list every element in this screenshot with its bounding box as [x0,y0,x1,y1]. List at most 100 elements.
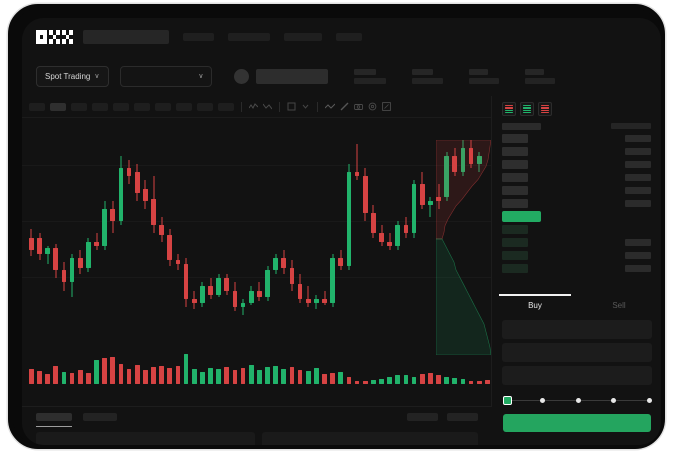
candle [77,118,83,333]
orderbook-ask-row[interactable] [493,199,661,208]
timeframe-button-0[interactable] [29,102,45,111]
camera-icon[interactable] [354,102,363,111]
orderbook-ask-row[interactable] [493,160,661,169]
tab-buy[interactable]: Buy [493,294,577,316]
orders-region [22,406,492,445]
toolbar-divider [317,101,318,112]
timeframe-button-5[interactable] [134,102,150,111]
orders-action-1[interactable] [407,413,438,421]
timeframe-button-8[interactable] [197,102,213,111]
candle [45,118,50,333]
dropdown-icon[interactable] [301,102,310,111]
nav-item-earn[interactable] [284,33,322,41]
candle [183,118,189,333]
timeframe-button-1[interactable] [50,102,66,111]
settings-icon[interactable] [368,102,377,111]
ob-size [625,200,651,207]
slider-step-100[interactable] [646,397,652,403]
ruler-icon[interactable] [340,102,349,111]
volume-bar [436,375,441,384]
search-input[interactable] [83,30,169,44]
volume-bar [403,375,409,384]
timeframe-button-7[interactable] [176,102,192,111]
orders-action-2[interactable] [447,413,478,421]
tab-open-orders[interactable] [36,413,72,427]
volume-bar [428,373,433,384]
slider-handle[interactable] [503,396,512,405]
candle [289,118,295,333]
spot-trading-button[interactable]: Spot Trading ∨ [36,65,109,87]
stat-label [411,68,433,75]
volume-bar [468,380,474,384]
orderbook-ask-row[interactable] [493,147,661,156]
nav-item-trade[interactable] [228,33,270,41]
timeframe-button-3[interactable] [92,102,108,111]
candle [134,118,140,333]
okx-logo[interactable] [36,30,73,44]
stat-label [468,68,488,75]
orderbook-asks-icon[interactable] [538,102,552,116]
submit-order-button[interactable] [503,414,651,432]
volume-bar [330,373,335,384]
orderbook-ask-row[interactable] [493,134,661,143]
tab-order-history[interactable] [83,413,117,421]
candle [240,118,246,333]
slider-step-75[interactable] [611,397,617,403]
volume-bar [265,366,270,384]
chevron-down-icon: ∨ [94,72,100,80]
orderbook-ask-row[interactable] [493,186,661,195]
orderbook-layout-toggles [493,96,661,122]
slider-step-25[interactable] [540,397,545,403]
compare-icon[interactable] [263,102,272,111]
orderbook-bids-icon[interactable] [520,102,534,116]
nav-item-more[interactable] [336,33,362,41]
total-field[interactable] [502,366,652,385]
pair-select-dropdown[interactable]: ∨ [119,65,212,87]
percent-slider[interactable] [503,396,652,405]
orderbook-bid-row[interactable] [493,264,661,273]
orderbook-both-icon[interactable] [502,102,516,116]
orderbook-spread-row[interactable] [493,211,661,222]
chevron-down-icon: ∨ [198,72,204,80]
timeframe-button-9[interactable] [218,102,234,111]
indicator-icon[interactable] [249,102,258,111]
slider-step-50[interactable] [575,397,581,403]
volume-bar [305,371,311,384]
candle [61,118,67,333]
nav-item-markets[interactable] [183,33,214,41]
volume-bar [37,371,42,384]
orderbook-bid-row[interactable] [493,238,661,247]
volume-histogram [22,336,491,392]
stat-24h-low [411,68,443,84]
price-field[interactable] [502,320,652,339]
timeframe-button-4[interactable] [113,102,129,111]
order-card[interactable] [262,432,478,445]
pair-bar: Spot Trading ∨ ∨ [22,56,661,96]
orderbook-ask-row[interactable] [493,173,661,182]
line-tool-icon[interactable] [325,102,335,111]
timeframe-button-6[interactable] [155,102,171,111]
timeframe-button-2[interactable] [71,102,87,111]
tab-sell[interactable]: Sell [612,300,626,310]
volume-bar [476,380,482,384]
candle [346,118,352,333]
orderbook-rows [493,134,661,273]
candle [452,118,458,333]
volume-bar [94,360,99,384]
ob-size [625,252,651,259]
candle [281,118,287,333]
candle [273,118,278,333]
candle [371,118,376,333]
volume-bar [314,367,319,384]
toolbar-divider [241,101,242,112]
candlestick-chart[interactable] [22,118,491,355]
template-icon[interactable] [287,102,296,111]
app-screen: Spot Trading ∨ ∨ [22,18,661,445]
fullscreen-icon[interactable] [382,102,391,111]
volume-bar [257,370,262,384]
volume-bar [53,365,59,384]
order-card[interactable] [36,432,256,445]
orderbook-bid-row[interactable] [493,251,661,260]
orderbook-bid-row[interactable] [493,225,661,234]
amount-field[interactable] [502,343,652,362]
